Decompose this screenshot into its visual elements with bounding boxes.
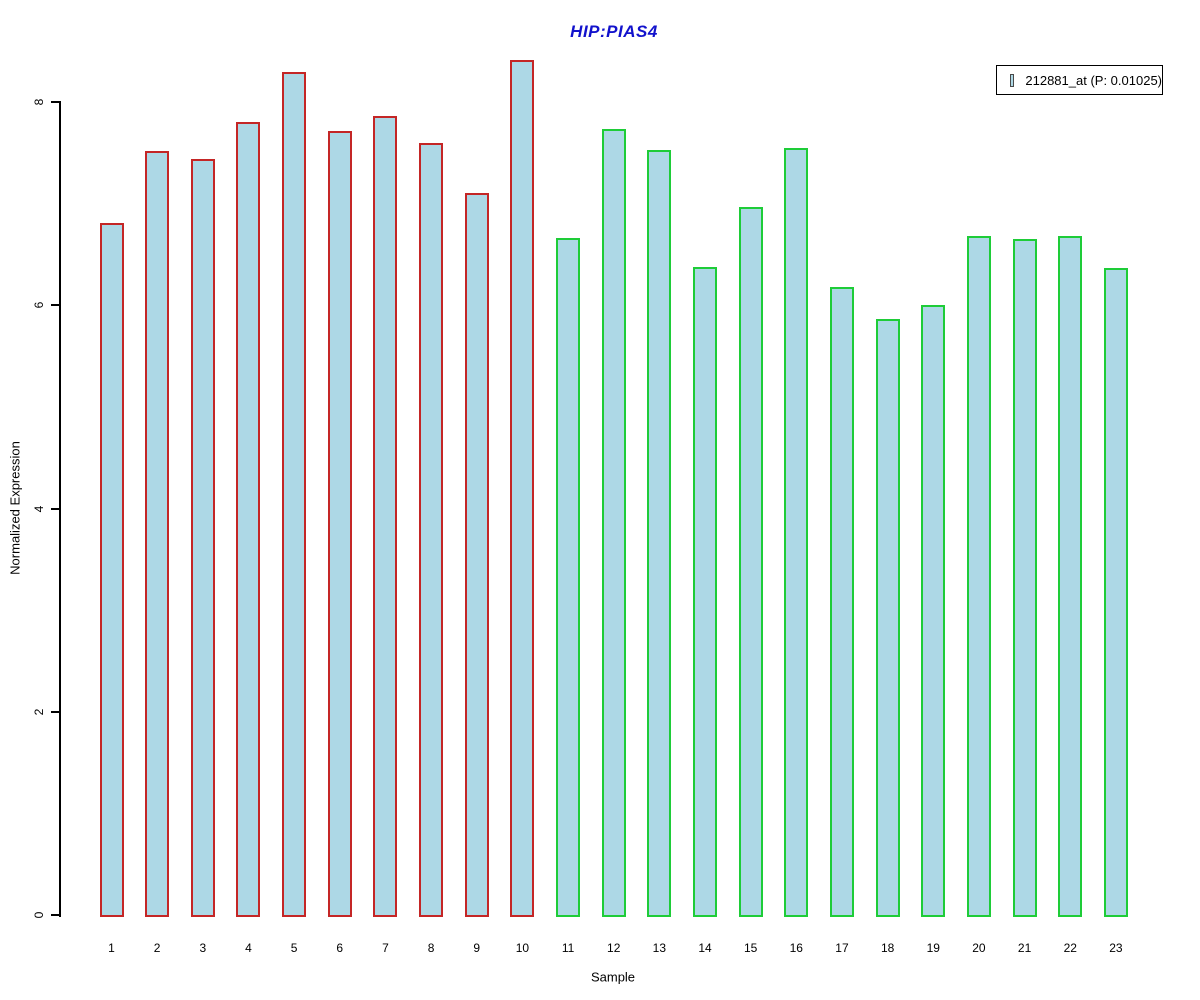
chart-title: HIP:PIAS4 bbox=[570, 22, 658, 41]
bar-sample-17 bbox=[829, 286, 854, 917]
legend-label: 212881_at (P: 0.01025) bbox=[1025, 72, 1162, 88]
bar-sample-4 bbox=[236, 122, 261, 917]
y-tick-mark bbox=[51, 304, 60, 307]
bar-sample-15 bbox=[738, 206, 763, 917]
y-axis-label: Normalized Expression bbox=[7, 441, 23, 575]
bar-sample-23 bbox=[1103, 267, 1128, 917]
y-tick-label: 8 bbox=[32, 98, 46, 106]
x-tick-label: 4 bbox=[245, 941, 252, 955]
legend-swatch bbox=[1010, 73, 1015, 87]
x-tick-label: 7 bbox=[382, 941, 389, 955]
x-tick-label: 10 bbox=[515, 941, 530, 955]
y-tick-mark bbox=[51, 101, 60, 103]
x-tick-label: 2 bbox=[153, 941, 161, 955]
x-tick-label: 6 bbox=[336, 941, 344, 955]
y-axis-line bbox=[59, 101, 61, 917]
x-tick-label: 17 bbox=[835, 941, 849, 955]
x-tick-label: 8 bbox=[427, 941, 435, 955]
x-tick-label: 19 bbox=[926, 941, 940, 955]
bar-sample-2 bbox=[145, 150, 170, 917]
y-tick-label: 2 bbox=[32, 708, 46, 716]
x-tick-label: 1 bbox=[108, 941, 115, 955]
x-tick-label: 21 bbox=[1017, 941, 1032, 955]
bar-sample-5 bbox=[282, 71, 307, 917]
bar-sample-16 bbox=[784, 147, 809, 917]
x-axis-label: Sample bbox=[590, 969, 636, 985]
bar-sample-22 bbox=[1058, 236, 1083, 917]
legend: 212881_at (P: 0.01025) bbox=[996, 65, 1163, 95]
x-tick-label: 22 bbox=[1063, 941, 1077, 955]
bar-sample-14 bbox=[693, 266, 717, 917]
x-tick-label: 23 bbox=[1109, 941, 1123, 955]
x-tick-label: 3 bbox=[199, 941, 207, 955]
y-tick-label: 6 bbox=[32, 301, 46, 309]
x-tick-label: 13 bbox=[652, 941, 667, 955]
bar-sample-12 bbox=[601, 129, 626, 917]
x-tick-label: 15 bbox=[743, 941, 758, 955]
y-tick-mark bbox=[51, 914, 60, 916]
bar-sample-11 bbox=[556, 238, 581, 917]
bar-sample-20 bbox=[966, 236, 991, 917]
x-tick-label: 20 bbox=[972, 941, 986, 955]
bar-sample-9 bbox=[464, 193, 489, 917]
x-tick-label: 5 bbox=[290, 941, 298, 955]
bar-sample-7 bbox=[373, 116, 398, 917]
bar-sample-1 bbox=[99, 222, 124, 917]
y-tick-mark bbox=[51, 507, 60, 510]
y-tick-label: 0 bbox=[32, 911, 46, 919]
bar-sample-6 bbox=[327, 131, 352, 917]
y-tick-label: 4 bbox=[32, 505, 46, 512]
y-tick-mark bbox=[51, 710, 60, 713]
x-tick-label: 18 bbox=[880, 941, 895, 955]
x-tick-label: 14 bbox=[698, 941, 712, 955]
bar-sample-3 bbox=[190, 158, 215, 917]
x-tick-label: 12 bbox=[607, 941, 621, 955]
bar-sample-13 bbox=[647, 149, 672, 917]
x-tick-label: 16 bbox=[789, 941, 803, 955]
bar-sample-10 bbox=[510, 60, 535, 917]
bar-sample-19 bbox=[921, 305, 946, 917]
x-tick-label: 9 bbox=[473, 941, 481, 955]
bar-sample-18 bbox=[875, 319, 900, 917]
bar-sample-21 bbox=[1012, 239, 1037, 917]
bar-sample-8 bbox=[419, 142, 444, 917]
x-tick-label: 11 bbox=[561, 941, 575, 955]
